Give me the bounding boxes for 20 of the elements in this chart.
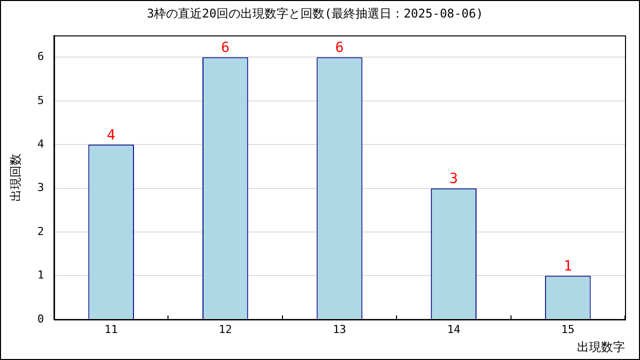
y-axis-title: 出現回数	[8, 153, 22, 202]
x-axis-title: 出現数字	[577, 340, 625, 354]
x-tick-label: 11	[104, 322, 118, 336]
data-label: 6	[335, 40, 344, 56]
y-tick-label: 3	[37, 181, 44, 194]
data-label: 3	[449, 170, 458, 187]
x-tick-label: 12	[218, 322, 232, 336]
y-tick-label: 1	[37, 268, 44, 282]
data-label: 4	[106, 127, 116, 144]
x-tick-label: 15	[561, 322, 575, 336]
x-tick-label: 13	[332, 322, 346, 336]
chart-title: 3枠の直近20回の出現数字と回数(最終抽選日：2025-08-06)	[146, 6, 484, 20]
data-label: 6	[221, 40, 230, 56]
y-tick-label: 6	[37, 50, 44, 64]
y-tick-label: 5	[37, 94, 44, 107]
y-tick-label: 2	[37, 224, 44, 238]
y-tick-label: 4	[37, 137, 44, 150]
y-tick-label: 0	[37, 312, 44, 326]
data-label: 1	[564, 258, 572, 274]
x-tick-label: 14	[447, 322, 461, 336]
